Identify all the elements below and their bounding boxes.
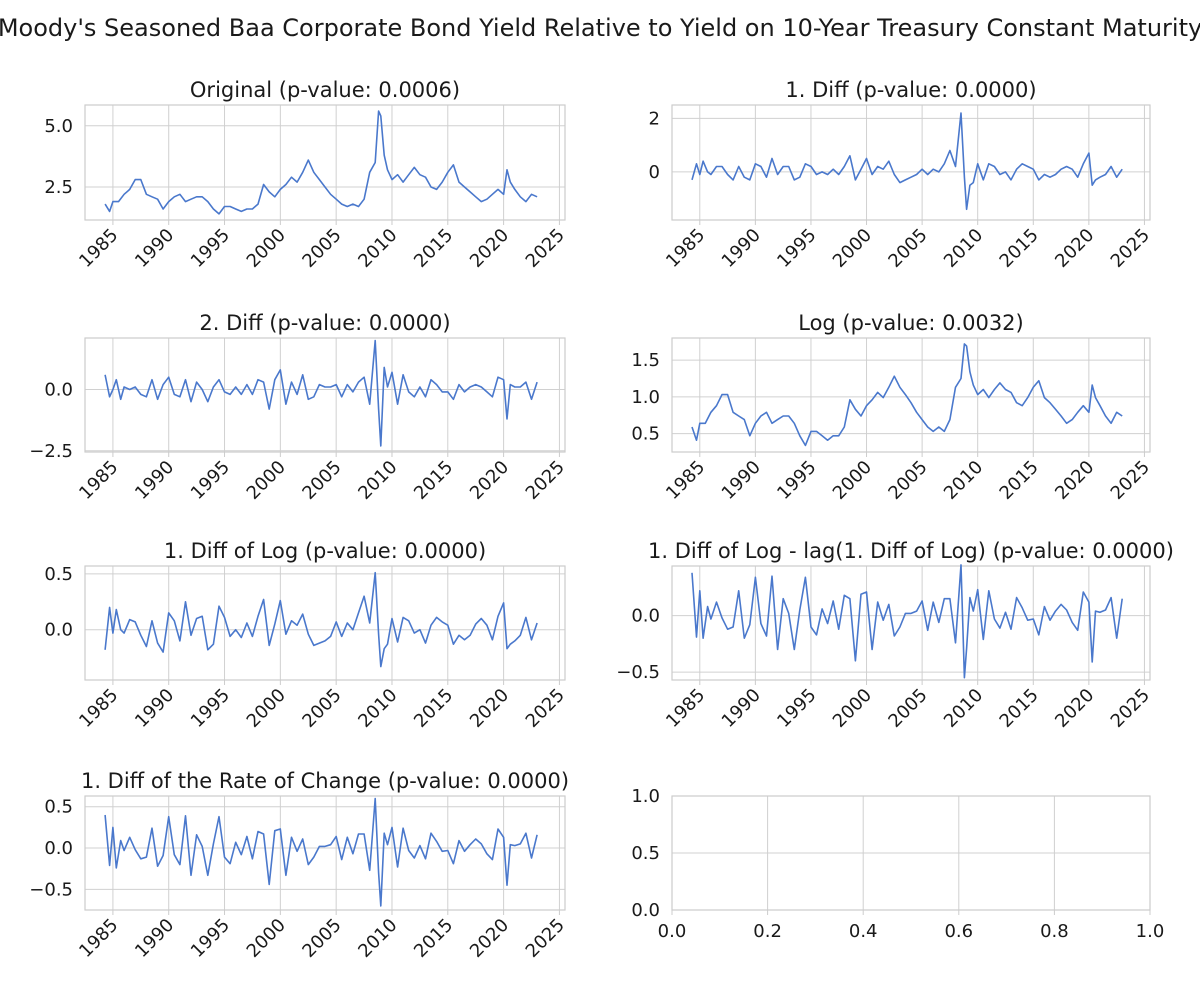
plot-frame [671,795,1151,911]
subplot-original: 1985 1990 1995 2000 2005 2010 2015 2020 2025 2.5 5… [0,0,600,300]
subplot-title: 1. Diff of Log - lag(1. Diff of Log) (p-… [648,539,1174,563]
subplot-first-diff: 1985 1990 1995 2000 2005 2010 2015 2020 2025 0 2 1.… [600,0,1200,300]
subplot-rate-of-change-svg: 1985 1990 1995 2000 2005 2010 2015 2020 2025 −0.5… [29,769,569,962]
subplot-title: Original (p-value: 0.0006) [190,78,460,102]
x-tick-label: 1995 [187,915,234,962]
subplot-diff-of-log-minus-lag: 1985 1990 1995 2000 2005 2010 2015 2020 2025 −0.5… [600,458,1200,758]
subplot-rate-of-change: 1985 1990 1995 2000 2005 2010 2015 2020 2025 −0.5… [0,688,600,988]
subplot-diff-of-log: 1985 1990 1995 2000 2005 2010 2015 2020 2025 0.0 0… [0,458,600,758]
series-line-diff-of-log-minus-lag [691,564,1123,679]
plot-frame [84,565,566,681]
subplot-second-diff-svg: 1985 1990 1995 2000 2005 2010 2015 2020 2025−2.5… [29,311,569,504]
x-tick-label: 0.4 [849,921,878,942]
y-tick-label: 2.5 [44,177,73,198]
subplot-empty-svg: 0.0 0.2 0.4 0.6 0.8 1.0 0.0 0.5 1.0 [631,786,1165,942]
x-tick-label: 2015 [410,915,457,962]
y-tick-label: 0.5 [631,843,660,864]
y-tick-label: 0.5 [44,564,73,585]
subplot-log-svg: 1985 1990 1995 2000 2005 2010 2015 2020 20250.51… [631,311,1154,504]
x-tick-label: 2005 [298,915,345,962]
subplot-diff-of-log-svg: 1985 1990 1995 2000 2005 2010 2015 2020 20250.00… [44,539,569,732]
plot-frame [84,795,566,911]
y-tick-label: 0.0 [44,838,73,859]
x-tick-label: 2000 [243,915,290,962]
series-line-first-diff [691,112,1123,211]
plot-frame [671,104,1151,221]
x-tick-label: 0.0 [658,921,687,942]
series-line-original [104,110,538,215]
series-line-log [691,343,1123,447]
x-tick-label: 2010 [354,915,401,962]
y-tick-label: 0.0 [44,379,73,400]
series-line-rate-of-change [104,797,538,907]
plot-frame [84,104,566,221]
y-tick-label: 0.0 [631,900,660,921]
y-tick-label: −2.5 [29,441,73,462]
plot-frame [671,565,1151,681]
subplot-title: 1. Diff of the Rate of Change (p-value: … [81,769,569,793]
subplot-title: 1. Diff of Log (p-value: 0.0000) [164,539,486,563]
subplot-empty: 0.0 0.2 0.4 0.6 0.8 1.0 0.0 0.5 1.0 [600,688,1200,988]
y-tick-label: 0 [649,162,660,183]
plot-frame [671,337,1151,453]
y-tick-label: 1.0 [631,387,660,408]
y-tick-label: −0.5 [616,662,660,683]
y-tick-label: 1.5 [631,350,660,371]
plot-frame [84,337,566,453]
series-line-diff-of-log [104,571,538,668]
y-tick-label: 1.0 [631,786,660,807]
subplot-title: 2. Diff (p-value: 0.0000) [199,311,450,335]
y-tick-label: 0.0 [44,620,73,641]
x-tick-label: 2020 [466,915,513,962]
x-tick-label: 0.8 [1040,921,1069,942]
y-tick-label: −0.5 [29,879,73,900]
x-tick-label: 0.2 [753,921,782,942]
subplot-original-svg: 1985 1990 1995 2000 2005 2010 2015 2020 20252.55… [44,78,569,272]
series-line-second-diff [104,339,538,447]
x-tick-label: 1.0 [1136,921,1165,942]
y-tick-label: 2 [649,108,660,129]
figure-title: Moody's Seasoned Baa Corporate Bond Yiel… [0,14,1200,42]
y-tick-label: 0.0 [631,606,660,627]
subplot-second-diff: 1985 1990 1995 2000 2005 2010 2015 2020 2025 −2.5… [0,230,600,530]
subplot-diff-of-log-minus-lag-svg: 1985 1990 1995 2000 2005 2010 2015 2020 2025−0.5… [616,539,1174,732]
subplot-title: 1. Diff (p-value: 0.0000) [785,78,1036,102]
y-tick-label: 0.5 [631,424,660,445]
x-tick-label: 1990 [131,915,178,962]
subplot-log: 1985 1990 1995 2000 2005 2010 2015 2020 2025 0.5 1… [600,230,1200,530]
y-tick-label: 5.0 [44,116,73,137]
subplot-first-diff-svg: 1985 1990 1995 2000 2005 2010 2015 2020 2025021.… [649,78,1154,272]
subplot-title: Log (p-value: 0.0032) [798,311,1024,335]
x-tick-label: 1985 [75,915,122,962]
x-tick-label: 0.6 [944,921,973,942]
x-tick-label: 2025 [522,915,569,962]
y-tick-label: 0.5 [44,797,73,818]
